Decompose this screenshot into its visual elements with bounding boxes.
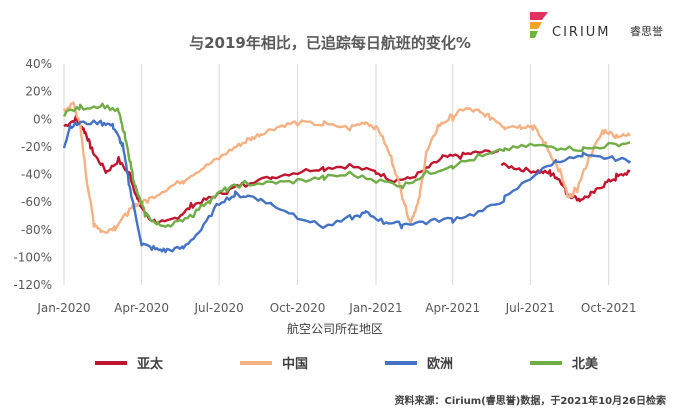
legend-label: 亚太 [137, 356, 164, 372]
y-tick-label: 40% [25, 57, 52, 71]
x-tick-label: Oct-2021 [581, 301, 637, 315]
brand-name: CIRIUM [552, 25, 611, 40]
source-note: 资料来源：Cirium(睿思誉)数据，于2021年10月26日检索 [395, 394, 666, 407]
y-tick-label: -40% [21, 168, 52, 182]
y-tick-label: 20% [25, 85, 52, 99]
y-tick-label: -60% [21, 195, 52, 209]
x-tick-label: Jul-2020 [193, 301, 243, 315]
legend-label: 北美 [572, 356, 599, 372]
x-tick-label: Jan-2020 [36, 301, 90, 315]
y-tick-label: -100% [13, 250, 52, 264]
y-tick-label: -120% [13, 278, 52, 292]
series-line [501, 163, 630, 201]
x-axis-ticks: Jan-2020 Apr-2020 Jul-2020 Oct-2020 Jan-2021… [36, 301, 636, 315]
series-lines [64, 102, 630, 252]
series-line [64, 121, 630, 252]
x-tick-label: Jul-2021 [505, 301, 555, 315]
chart-title: 与2019年相比，已追踪每日航班的变化% [189, 34, 471, 52]
logo-mark-bottom [530, 31, 538, 38]
legend-label: 中国 [282, 356, 308, 372]
legend-label: 欧洲 [427, 356, 453, 372]
brand-name-cn: 睿思誉 [630, 24, 663, 38]
x-tick-label: Apr-2021 [425, 301, 480, 315]
logo-mark-middle [530, 22, 542, 29]
y-tick-label: -80% [21, 223, 52, 237]
y-tick-label: -20% [21, 140, 52, 154]
legend: 亚太 中国 欧洲 北美 [95, 356, 599, 372]
y-axis-ticks: 40% 20% 0% -20% -40% -60% -80% -100% -120% [13, 57, 52, 292]
y-tick-label: 0% [33, 112, 52, 126]
x-tick-label: Oct-2020 [270, 301, 326, 315]
x-axis-label: 航空公司所在地区 [287, 321, 383, 336]
gridlines [64, 64, 609, 285]
x-tick-label: Apr-2020 [114, 301, 169, 315]
cirium-logo: CIRIUM 睿思誉 [530, 12, 663, 40]
x-tick-label: Jan-2021 [348, 301, 402, 315]
series-line [64, 116, 499, 223]
logo-mark-top [530, 12, 548, 20]
